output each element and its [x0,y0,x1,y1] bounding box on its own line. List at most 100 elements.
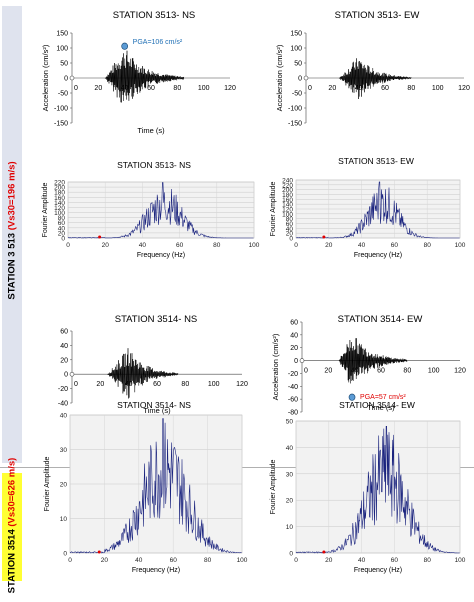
y-tick-label: 200 [54,185,65,192]
y-tick-label: 140 [54,200,65,207]
pga-marker [121,42,129,50]
chart-title: STATION 3513- EW [335,10,420,21]
y-tick-label: -80 [288,410,298,417]
acceleration-signal [338,338,408,384]
y-tick-label: 40 [60,413,68,420]
y-tick-label: 20 [60,357,68,364]
y-tick-label: -100 [54,106,68,113]
y-tick-label: 0 [294,358,298,365]
x-axis-label: Time (s) [367,403,395,412]
plot-background [67,181,255,239]
x-tick-label: 80 [181,381,189,388]
origin-marker [69,75,75,81]
x-tick-label: 40 [135,557,143,564]
x-tick-label: 80 [173,85,181,92]
x-tick-label: 0 [294,557,298,564]
x-tick-label: 0 [308,85,312,92]
chart-title: STATION 3514- NS [115,314,198,325]
pga-label: PGA=57 cm/s² [360,394,406,401]
y-tick-label: -150 [54,121,68,128]
x-tick-label: 80 [424,557,432,564]
x-tick-label: 80 [407,85,415,92]
y-tick-label: 180 [54,190,65,197]
y-tick-label: 20 [286,231,294,238]
plot-background [295,420,461,554]
chart-title: STATION 3514- EW [338,314,423,325]
x-tick-label: 100 [237,557,248,564]
x-tick-label: 120 [458,85,470,92]
origin-marker [97,550,101,554]
y-tick-label: 160 [54,195,65,202]
pga-marker [348,393,356,401]
y-tick-label: 60 [58,220,66,227]
y-axis-label: Acceleration (cm/s²) [271,333,280,400]
x-tick-label: 60 [176,242,184,249]
x-tick-label: 60 [381,85,389,92]
y-tick-label: 0 [298,76,302,83]
x-axis-label: Frequency (Hz) [132,567,180,574]
y-tick-label: -20 [58,386,68,393]
x-tick-label: 20 [101,557,109,564]
x-tick-label: 20 [328,85,336,92]
y-tick-label: -40 [58,401,68,408]
y-tick-label: 200 [282,187,293,194]
x-tick-label: 20 [96,381,104,388]
acceleration-signal [107,348,179,399]
x-tick-label: 100 [428,368,440,375]
x-tick-label: 20 [325,242,333,249]
y-tick-label: 220 [282,182,293,189]
x-tick-label: 100 [455,557,466,564]
x-tick-label: 120 [236,381,248,388]
origin-marker [303,75,309,81]
y-tick-label: 180 [282,192,293,199]
x-tick-label: 100 [455,242,466,249]
chart-4: STATION 3513- EW020406080100120140160180… [270,156,466,259]
y-axis-label: Acceleration (cm/s²) [275,44,284,111]
x-tick-label: 20 [324,368,332,375]
y-tick-label: 120 [54,205,65,212]
x-tick-label: 100 [208,381,220,388]
acceleration-signal [104,50,185,103]
y-tick-label: 30 [286,471,294,478]
y-tick-label: 60 [290,320,298,327]
y-tick-label: 40 [60,343,68,350]
y-axis-label: Fourier Amplitude [44,456,51,511]
x-tick-label: 120 [224,85,236,92]
chart-title: STATION 3514- NS [117,400,191,410]
y-tick-label: 0 [289,551,293,558]
chart-title: STATION 3514- EW [339,400,415,410]
x-tick-label: 0 [74,381,78,388]
x-tick-label: 40 [358,557,366,564]
y-tick-label: 20 [286,498,294,505]
pga-label: PGA=106 cm/s² [133,39,183,46]
x-tick-label: 60 [391,557,399,564]
chart-title: STATION 3513- NS [117,160,191,170]
origin-marker [69,371,75,377]
x-tick-label: 20 [325,557,333,564]
x-tick-label: 60 [377,368,385,375]
y-tick-label: 50 [294,61,302,68]
sidebar-panel-2 [2,473,22,581]
y-tick-label: 100 [290,46,302,53]
y-tick-label: 220 [54,180,65,187]
origin-marker [98,235,102,239]
x-tick-label: 0 [68,557,72,564]
y-axis-label: Fourier Amplitude [42,182,49,237]
x-tick-label: 40 [358,242,366,249]
x-tick-label: 20 [94,85,102,92]
origin-marker [322,550,326,554]
x-axis-label: Time (s) [137,126,165,135]
y-tick-label: -150 [288,121,302,128]
y-tick-label: 0 [63,551,67,558]
x-tick-label: 60 [153,381,161,388]
y-tick-label: 0 [64,76,68,83]
x-axis-label: Time (s) [143,406,171,415]
y-tick-label: 60 [60,329,68,336]
y-tick-label: 10 [60,516,68,523]
y-tick-label: 20 [60,482,68,489]
x-tick-label: 120 [454,368,466,375]
y-tick-label: 240 [282,178,293,185]
